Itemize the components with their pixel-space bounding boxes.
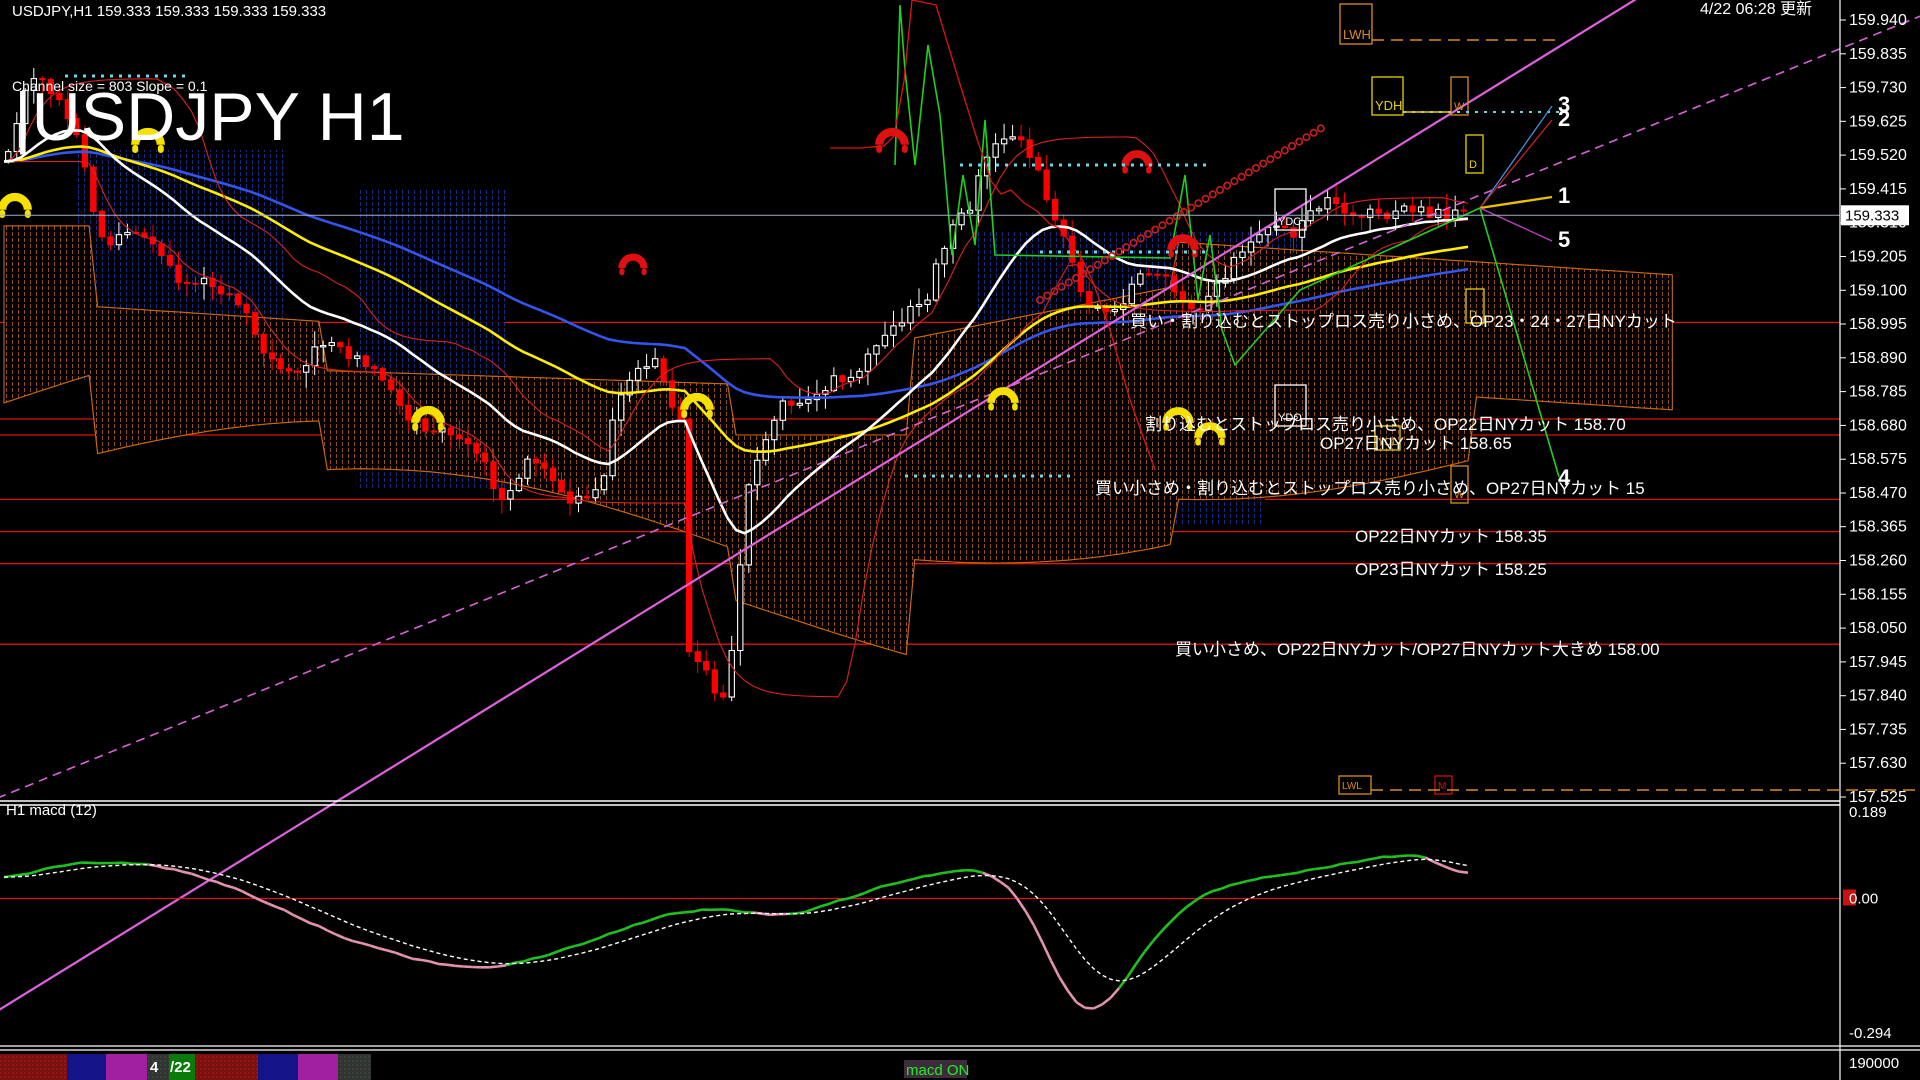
svg-text:0.00: 0.00 (1849, 891, 1878, 908)
svg-text:買い・割り込むとストップロス売り小さめ、OP23・24・27: 買い・割り込むとストップロス売り小さめ、OP23・24・27日NYカット (1130, 312, 1677, 331)
svg-text:4/22 06:28 更新: 4/22 06:28 更新 (1700, 0, 1812, 18)
svg-text:159.730: 159.730 (1849, 80, 1907, 97)
svg-text:158.050: 158.050 (1849, 620, 1907, 637)
svg-text:買い小さめ、OP22日NYカット/OP27日NYカット大きめ: 買い小さめ、OP22日NYカット/OP27日NYカット大きめ 158.00 (1175, 640, 1660, 659)
svg-text:OP23日NYカット 158.25: OP23日NYカット 158.25 (1355, 560, 1547, 579)
svg-text:1: 1 (1558, 183, 1570, 208)
svg-text:159.520: 159.520 (1849, 147, 1907, 164)
svg-text:/22: /22 (170, 1059, 191, 1076)
svg-text:0.189: 0.189 (1849, 804, 1887, 821)
svg-text:|USDJPY H1: |USDJPY H1 (14, 79, 405, 155)
svg-text:YDC: YDC (1278, 216, 1301, 228)
svg-text:157.630: 157.630 (1849, 755, 1907, 772)
svg-text:159.205: 159.205 (1849, 249, 1907, 266)
svg-text:OP27日NYカット 158.65: OP27日NYカット 158.65 (1320, 434, 1512, 453)
svg-text:159.100: 159.100 (1849, 282, 1907, 299)
svg-text:158.260: 158.260 (1849, 553, 1907, 570)
svg-text:-0.294: -0.294 (1849, 1025, 1892, 1042)
svg-text:macd ON: macd ON (906, 1062, 969, 1079)
svg-text:D: D (1469, 159, 1477, 171)
svg-text:158.155: 158.155 (1849, 586, 1907, 603)
svg-text:158.680: 158.680 (1849, 417, 1907, 434)
svg-text:4: 4 (150, 1059, 159, 1076)
svg-text:158.575: 158.575 (1849, 451, 1907, 468)
svg-text:158.890: 158.890 (1849, 350, 1907, 367)
svg-text:5: 5 (1558, 227, 1570, 252)
svg-text:157.840: 157.840 (1849, 688, 1907, 705)
svg-text:159.333: 159.333 (1845, 207, 1899, 224)
svg-text:158.470: 158.470 (1849, 485, 1907, 502)
svg-text:157.945: 157.945 (1849, 654, 1907, 671)
svg-text:159.625: 159.625 (1849, 113, 1907, 130)
svg-text:LWL: LWL (1342, 781, 1362, 792)
svg-text:買い小さめ・割り込むとストップロス売り小さめ、OP27日NY: 買い小さめ・割り込むとストップロス売り小さめ、OP27日NYカット 15 (1095, 479, 1645, 498)
svg-text:LWH: LWH (1343, 27, 1371, 42)
svg-text:158.365: 158.365 (1849, 519, 1907, 536)
svg-text:OP22日NYカット 158.35: OP22日NYカット 158.35 (1355, 527, 1547, 546)
svg-text:YDH: YDH (1375, 98, 1402, 113)
svg-text:157.735: 157.735 (1849, 721, 1907, 738)
svg-text:159.415: 159.415 (1849, 181, 1907, 198)
svg-text:割り込むとストップロス売り小さめ、OP22日NYカット 15: 割り込むとストップロス売り小さめ、OP22日NYカット 158.70 (1145, 415, 1626, 434)
svg-text:159.940: 159.940 (1849, 12, 1907, 29)
svg-text:190000: 190000 (1849, 1055, 1899, 1072)
svg-text:158.995: 158.995 (1849, 316, 1907, 333)
svg-text:USDJPY,H1 159.333 159.333 159: USDJPY,H1 159.333 159.333 159.333 159.33… (12, 3, 326, 20)
svg-text:2: 2 (1558, 106, 1570, 131)
svg-text:159.835: 159.835 (1849, 46, 1907, 63)
svg-text:158.785: 158.785 (1849, 384, 1907, 401)
